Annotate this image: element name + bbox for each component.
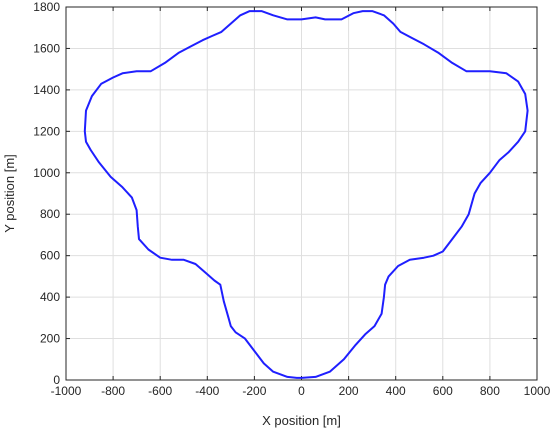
x-tick-label: -800: [101, 384, 125, 398]
grid-lines: [65, 6, 538, 381]
x-tick-label: 800: [480, 384, 500, 398]
x-tick-label: 400: [386, 384, 406, 398]
x-tick-label: 0: [298, 384, 305, 398]
x-tick-label: -1000: [51, 384, 82, 398]
y-tick-label: 1600: [33, 41, 60, 55]
y-tick-label: 0: [53, 373, 60, 387]
y-tick-labels: 0 200 400 600 800 1000 1200 1400 1600 1800: [33, 0, 60, 387]
x-tick-label: 600: [433, 384, 453, 398]
trajectory-line: [83, 10, 529, 379]
y-tick-label: 1800: [33, 0, 60, 14]
x-tick-label: 200: [339, 384, 359, 398]
y-tick-label: 800: [40, 207, 60, 221]
y-axis-label: Y position [m]: [2, 154, 17, 233]
x-axis-label: X position [m]: [262, 413, 341, 428]
y-tick-label: 1400: [33, 83, 60, 97]
x-tick-labels: -1000 -800 -600 -400 -200 0 200 400 600 800 1000: [51, 384, 551, 398]
x-tick-label: 1000: [524, 384, 551, 398]
x-tick-label: -600: [148, 384, 172, 398]
plot-area-border: [65, 6, 538, 381]
y-tick-label: 1200: [33, 124, 60, 138]
x-tick-label: -400: [195, 384, 219, 398]
x-tick-label: -200: [242, 384, 266, 398]
y-tick-label: 600: [40, 249, 60, 263]
y-tick-label: 1000: [33, 166, 60, 180]
y-tick-label: 400: [40, 290, 60, 304]
y-tick-label: 200: [40, 332, 60, 346]
series-group: [83, 10, 529, 379]
